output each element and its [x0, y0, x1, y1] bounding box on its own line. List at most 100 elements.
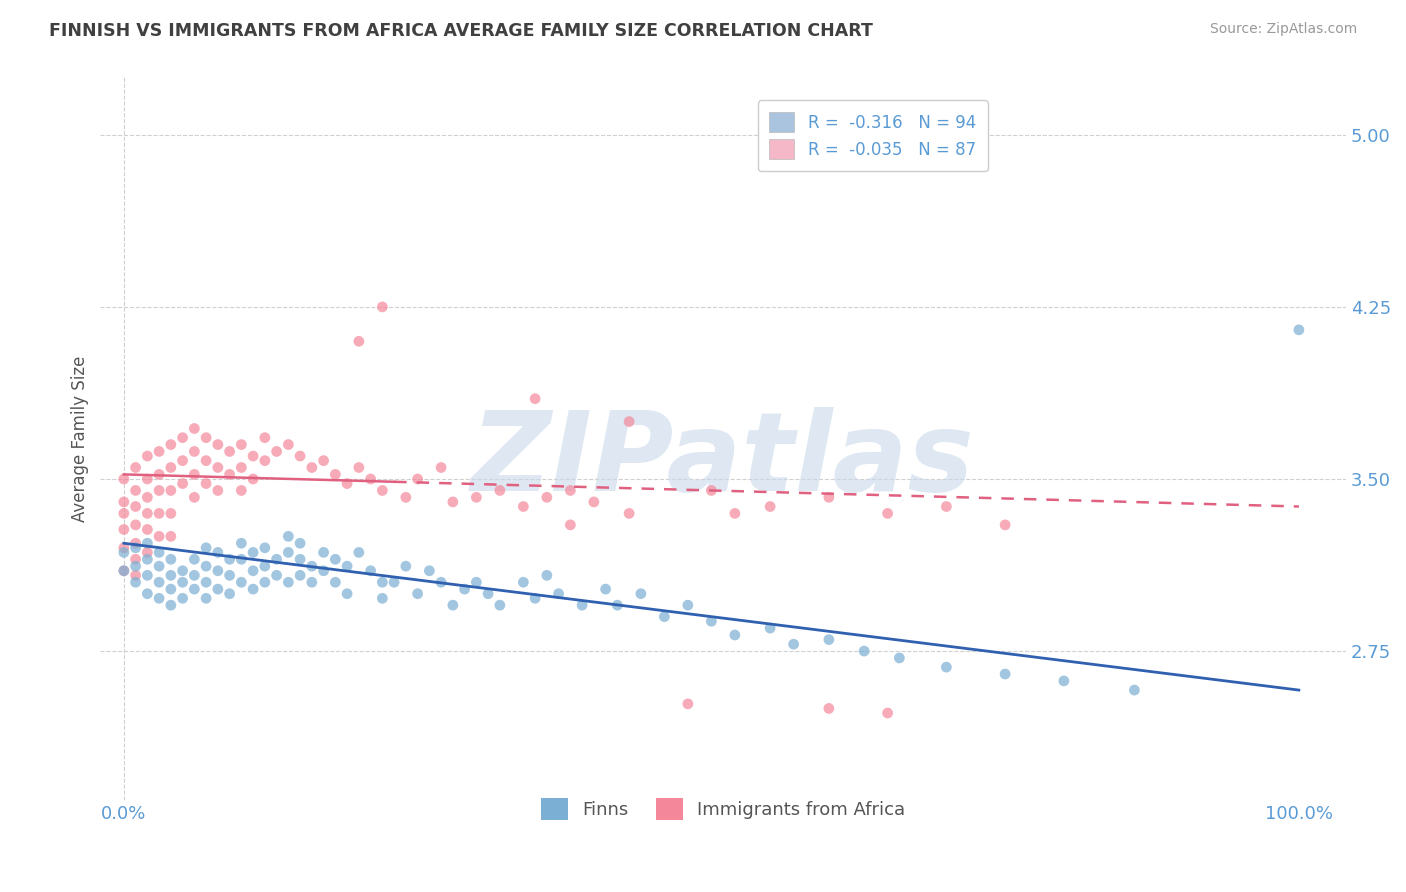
- Point: [325, 552, 347, 566]
- Point: [371, 483, 394, 498]
- Point: [183, 421, 205, 435]
- Point: [124, 541, 146, 555]
- Point: [172, 575, 194, 590]
- Point: [418, 564, 440, 578]
- Point: [218, 467, 240, 482]
- Point: [112, 541, 135, 555]
- Point: [582, 495, 605, 509]
- Point: [489, 483, 512, 498]
- Point: [301, 575, 323, 590]
- Point: [195, 591, 218, 606]
- Point: [160, 582, 183, 596]
- Point: [183, 444, 205, 458]
- Point: [994, 667, 1017, 681]
- Point: [207, 437, 229, 451]
- Point: [160, 552, 183, 566]
- Point: [277, 545, 299, 559]
- Point: [183, 568, 205, 582]
- Point: [183, 582, 205, 596]
- Point: [347, 334, 370, 349]
- Point: [606, 598, 628, 612]
- Point: [172, 564, 194, 578]
- Point: [253, 541, 276, 555]
- Point: [360, 564, 382, 578]
- Point: [382, 575, 405, 590]
- Point: [183, 467, 205, 482]
- Point: [560, 483, 582, 498]
- Point: [172, 453, 194, 467]
- Point: [489, 598, 512, 612]
- Point: [195, 453, 218, 467]
- Point: [195, 431, 218, 445]
- Point: [430, 575, 453, 590]
- Point: [1288, 323, 1310, 337]
- Point: [630, 587, 652, 601]
- Point: [148, 559, 170, 574]
- Point: [395, 559, 418, 574]
- Point: [360, 472, 382, 486]
- Point: [112, 472, 135, 486]
- Point: [994, 517, 1017, 532]
- Point: [724, 507, 747, 521]
- Point: [136, 507, 159, 521]
- Point: [253, 575, 276, 590]
- Point: [288, 568, 311, 582]
- Point: [465, 491, 488, 505]
- Point: [266, 444, 288, 458]
- Point: [700, 614, 723, 628]
- Point: [148, 483, 170, 498]
- Point: [312, 453, 335, 467]
- Point: [112, 545, 135, 559]
- Point: [242, 449, 264, 463]
- Point: [253, 431, 276, 445]
- Point: [242, 545, 264, 559]
- Point: [160, 598, 183, 612]
- Point: [124, 460, 146, 475]
- Point: [654, 609, 676, 624]
- Point: [312, 545, 335, 559]
- Point: [160, 460, 183, 475]
- Point: [700, 483, 723, 498]
- Point: [231, 483, 253, 498]
- Point: [782, 637, 804, 651]
- Point: [325, 575, 347, 590]
- Point: [124, 559, 146, 574]
- Point: [148, 529, 170, 543]
- Point: [136, 523, 159, 537]
- Point: [266, 568, 288, 582]
- Point: [242, 564, 264, 578]
- Point: [148, 591, 170, 606]
- Point: [395, 491, 418, 505]
- Point: [441, 598, 464, 612]
- Point: [406, 587, 429, 601]
- Point: [124, 483, 146, 498]
- Point: [136, 587, 159, 601]
- Point: [195, 541, 218, 555]
- Point: [876, 507, 898, 521]
- Point: [818, 701, 841, 715]
- Point: [371, 575, 394, 590]
- Point: [160, 483, 183, 498]
- Point: [172, 431, 194, 445]
- Point: [336, 587, 359, 601]
- Point: [1123, 683, 1146, 698]
- Point: [124, 568, 146, 582]
- Point: [148, 507, 170, 521]
- Point: [183, 552, 205, 566]
- Point: [124, 552, 146, 566]
- Point: [231, 437, 253, 451]
- Point: [218, 552, 240, 566]
- Point: [172, 591, 194, 606]
- Point: [253, 453, 276, 467]
- Point: [195, 559, 218, 574]
- Text: Source: ZipAtlas.com: Source: ZipAtlas.com: [1209, 22, 1357, 37]
- Point: [218, 568, 240, 582]
- Point: [371, 300, 394, 314]
- Point: [136, 449, 159, 463]
- Point: [759, 621, 782, 635]
- Point: [148, 575, 170, 590]
- Point: [560, 517, 582, 532]
- Point: [595, 582, 617, 596]
- Point: [207, 564, 229, 578]
- Point: [512, 575, 534, 590]
